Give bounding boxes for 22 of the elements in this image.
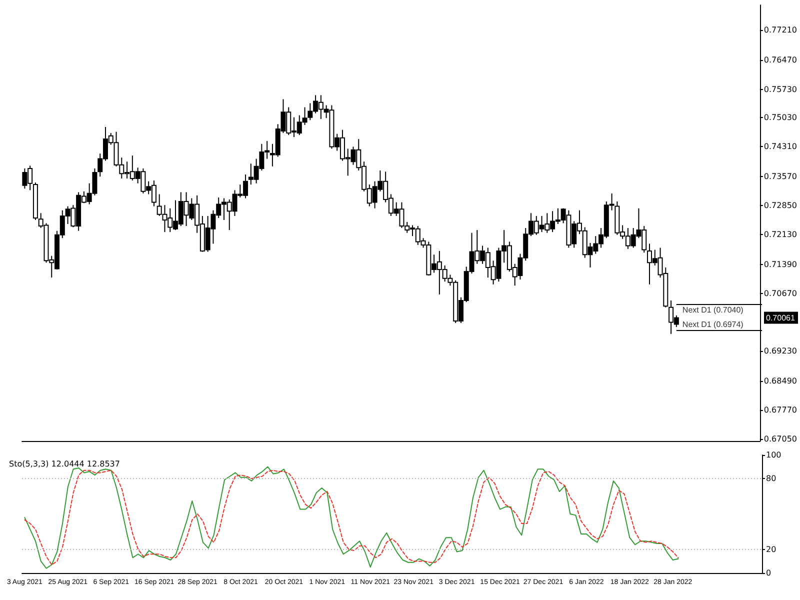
y-tick-label: 0.67050	[764, 434, 798, 444]
y-tick-label: 0.69230	[764, 346, 798, 356]
y-tick-label: 0.70670	[764, 288, 798, 298]
ref-line-label: Next D1 (0.6974)	[682, 320, 744, 330]
text: 0.70061	[766, 313, 796, 322]
y-tick-label: 0.72130	[764, 230, 798, 239]
y-tick-label: 0.77210	[764, 25, 798, 34]
y-tick-label: 0.72850	[764, 200, 798, 210]
y-tick-label: 20	[766, 544, 776, 554]
y-tick-label: 0.67770	[764, 406, 798, 414]
y-tick-label: 0.73570	[764, 172, 798, 181]
text: Sto(5,3,3) 12.0444 12.8537	[9, 460, 120, 468]
y-tick-label: 0.71390	[764, 260, 798, 269]
y-tick-label: 100	[766, 450, 782, 460]
y-tick-label: 0.75730	[764, 85, 798, 94]
y-tick-label: 80	[766, 474, 776, 484]
y-tick-label: 0.68490	[764, 376, 798, 386]
y-tick-label: 0.75030	[764, 113, 798, 122]
y-tick-label: 0	[766, 568, 772, 578]
y-tick-label: 0.74310	[764, 142, 798, 152]
ref-line-label: Next D1 (0.7040)	[682, 306, 744, 315]
y-tick-label: 0.76470	[764, 55, 798, 64]
